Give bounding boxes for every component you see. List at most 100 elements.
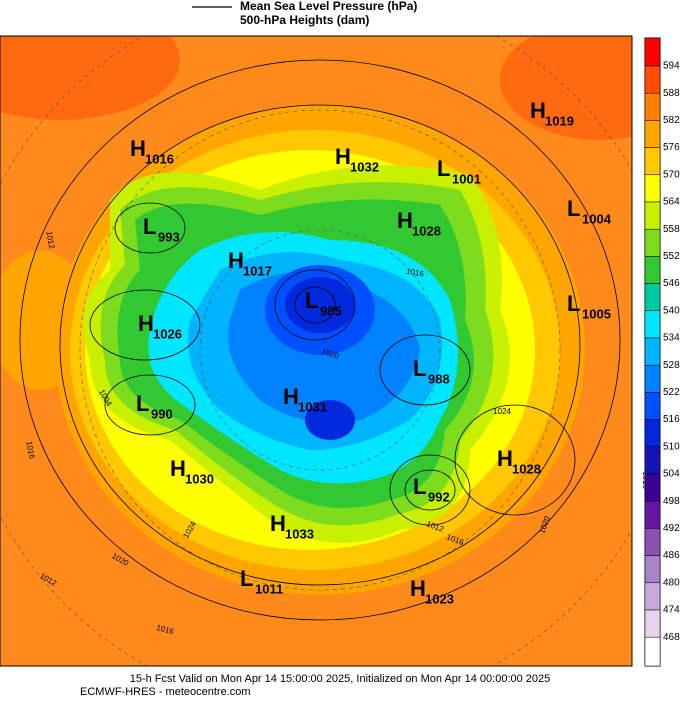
- center-type: L: [240, 566, 253, 591]
- pressure-center: L 992: [413, 474, 450, 505]
- colorbar-box: [644, 92, 661, 121]
- center-value: 1011: [255, 581, 283, 596]
- center-type: L: [136, 391, 149, 416]
- contour-label: 1024: [493, 407, 511, 416]
- pressure-center: H 1026: [138, 311, 182, 342]
- legend-label: Mean Sea Level Pressure (hPa): [240, 0, 417, 13]
- center-value: 1030: [185, 471, 214, 486]
- center-value: 988: [428, 371, 450, 386]
- colorbar-label: 564: [663, 197, 680, 208]
- center-value: 1028: [512, 461, 541, 476]
- center-value: 1001: [452, 171, 481, 186]
- pressure-center: H 1028: [397, 208, 441, 239]
- center-type: H: [497, 446, 513, 471]
- colorbar-label: 504: [663, 469, 680, 480]
- colorbar-label: 588: [663, 88, 680, 99]
- center-type: H: [397, 208, 413, 233]
- center-type: L: [413, 356, 426, 381]
- colorbar-box: [644, 500, 661, 529]
- center-value: 1005: [582, 306, 611, 321]
- center-type: L: [143, 214, 156, 239]
- pressure-center: L 1001: [437, 156, 481, 187]
- colorbar-box: [644, 337, 661, 366]
- colorbar-box: [644, 283, 661, 312]
- colorbar-label: 486: [663, 550, 680, 561]
- colorbar-label: 534: [663, 333, 680, 344]
- footer-line: ECMWF-HRES - meteocentre.com: [80, 686, 251, 698]
- center-value: 1023: [425, 591, 454, 606]
- colorbar-label: 474: [663, 605, 680, 616]
- center-value: 1026: [153, 326, 182, 341]
- colorbar-label: 510: [663, 441, 680, 452]
- center-value: 990: [151, 406, 173, 421]
- center-value: 1017: [243, 263, 272, 278]
- center-value: 1033: [285, 526, 314, 541]
- field: [500, 36, 632, 140]
- center-type: H: [410, 576, 426, 601]
- colorbar-box: [644, 310, 661, 339]
- pressure-center: H 1023: [410, 576, 454, 607]
- colorbar-box: [644, 419, 661, 448]
- colorbar-label: 468: [663, 632, 680, 643]
- colorbar-label: 522: [663, 387, 680, 398]
- pressure-center: L 990: [136, 391, 173, 422]
- field: [305, 400, 355, 440]
- colorbar-box: [644, 228, 661, 257]
- center-type: H: [283, 384, 299, 409]
- center-type: H: [530, 98, 546, 123]
- center-value: 1031: [298, 399, 327, 414]
- center-value: 1016: [145, 151, 174, 166]
- colorbar-box: [644, 364, 661, 393]
- contour-label: 1016: [406, 267, 426, 279]
- colorbar-label: 546: [663, 278, 680, 289]
- field: [0, 36, 180, 120]
- colorbar-label: 540: [663, 305, 680, 316]
- center-value: 985: [320, 303, 342, 318]
- pressure-center: H 1017: [228, 248, 272, 279]
- colorbar-box: [644, 636, 661, 667]
- center-type: L: [413, 474, 426, 499]
- colorbar-label: 498: [663, 496, 680, 507]
- center-type: H: [270, 511, 286, 536]
- colorbar-label: 480: [663, 577, 680, 588]
- center-value: 1004: [582, 211, 612, 226]
- pressure-center: L 1004: [567, 196, 612, 227]
- center-type: H: [130, 136, 146, 161]
- center-type: L: [567, 291, 580, 316]
- pressure-center: L 993: [143, 214, 180, 245]
- contour-label: 1012: [44, 230, 56, 250]
- colorbar-box: [644, 609, 661, 638]
- pressure-center: L 1011: [240, 566, 283, 597]
- contour-label: 1016: [24, 440, 36, 460]
- center-value: 1032: [350, 159, 379, 174]
- center-value: 1019: [545, 113, 574, 128]
- pressure-center: H 1028: [497, 446, 541, 477]
- colorbar-box: [644, 555, 661, 584]
- center-type: L: [305, 288, 318, 313]
- center-type: H: [138, 311, 154, 336]
- pressure-center: H 1019: [530, 98, 574, 129]
- center-value: 993: [158, 229, 180, 244]
- colorbar-label: 558: [663, 224, 680, 235]
- colorbar-box: [644, 201, 661, 230]
- pressure-center: H 1033: [270, 511, 314, 542]
- center-type: L: [567, 196, 580, 221]
- colorbar-box: [644, 392, 661, 420]
- colorbar-box: [644, 473, 661, 502]
- colorbar-label: 582: [663, 115, 680, 126]
- colorbar-label: 552: [663, 251, 680, 262]
- pressure-center: L 985: [305, 288, 342, 319]
- legend-label: 500-hPa Heights (dam): [240, 13, 369, 27]
- pressure-center: H 1032: [335, 144, 379, 175]
- pressure-center: L 1005: [567, 291, 611, 322]
- map-frame: [0, 35, 633, 667]
- pressure-center: H 1030: [170, 456, 214, 487]
- pressure-center: L 988: [413, 356, 450, 387]
- pressure-center: H 1031: [283, 384, 327, 415]
- colorbar-box: [644, 37, 661, 67]
- pressure-center: H 1016: [130, 136, 174, 167]
- colorbar-box: [644, 256, 661, 284]
- colorbar-label: 576: [663, 142, 680, 153]
